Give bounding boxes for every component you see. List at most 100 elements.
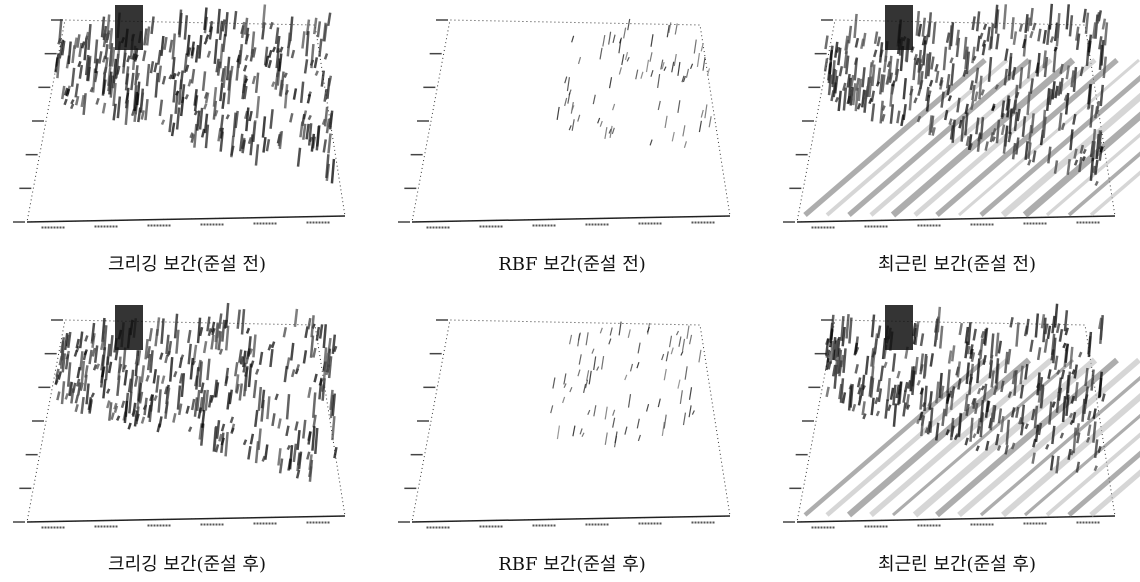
surface-spike bbox=[621, 54, 625, 66]
surface-spike bbox=[295, 469, 301, 479]
surface-spike bbox=[968, 143, 973, 151]
surface-spike bbox=[980, 89, 985, 96]
surface-spike bbox=[995, 433, 1000, 446]
surface-spike bbox=[675, 330, 680, 336]
surface-spike bbox=[123, 369, 128, 386]
surface-spike bbox=[318, 38, 323, 57]
surface-spike bbox=[846, 73, 851, 88]
surface-spike bbox=[1060, 122, 1066, 131]
surface-spike bbox=[1031, 22, 1037, 31]
surface-spike bbox=[217, 331, 222, 351]
surface-spike bbox=[891, 80, 896, 87]
surface-spike bbox=[78, 42, 83, 58]
surface-spike bbox=[846, 95, 851, 105]
surface-spike bbox=[682, 412, 687, 426]
surface-spike bbox=[876, 379, 881, 393]
surface-spike bbox=[1076, 432, 1081, 444]
surface-spike bbox=[979, 338, 984, 360]
surface-spike bbox=[128, 391, 133, 414]
surface-spike bbox=[127, 422, 132, 430]
surface-spike bbox=[926, 421, 932, 435]
surface-spike bbox=[54, 57, 59, 73]
surface-peak bbox=[115, 305, 143, 350]
surface-spike bbox=[286, 32, 292, 57]
surface-spike bbox=[107, 75, 112, 92]
surface-spike bbox=[612, 103, 616, 111]
surface-spike bbox=[211, 327, 216, 336]
surface-spike bbox=[1079, 66, 1084, 77]
surface-spike bbox=[604, 432, 608, 445]
surface-spike bbox=[568, 334, 573, 345]
surface-spike bbox=[247, 445, 252, 460]
surface-spike bbox=[1018, 417, 1023, 425]
surface-spike bbox=[1093, 465, 1098, 472]
surface-spike bbox=[190, 41, 196, 56]
surface-spike bbox=[923, 385, 928, 412]
surface-spike bbox=[886, 377, 891, 402]
surface-spike bbox=[833, 75, 839, 94]
surface-spike bbox=[609, 327, 613, 336]
surface-spike bbox=[1029, 7, 1034, 27]
surface-spike bbox=[1091, 165, 1097, 174]
surface-spike bbox=[995, 33, 1000, 50]
surface-stripe bbox=[957, 357, 1140, 518]
surface-spike bbox=[75, 378, 81, 387]
surface-spike bbox=[138, 391, 144, 404]
surface-spike bbox=[297, 451, 303, 470]
surface-spike bbox=[165, 334, 170, 355]
surface-spike bbox=[210, 334, 215, 350]
surface-spike bbox=[312, 414, 317, 428]
surface-spike bbox=[160, 375, 166, 384]
surface-spike bbox=[689, 63, 694, 70]
surface-spike bbox=[994, 84, 999, 90]
surface-spike bbox=[964, 393, 969, 412]
surface-spike bbox=[599, 327, 603, 334]
surface-spike bbox=[59, 340, 65, 354]
surface-spike bbox=[891, 353, 897, 372]
surface-spike bbox=[195, 389, 201, 412]
surface-spike bbox=[671, 131, 675, 142]
surface-spike bbox=[955, 37, 961, 58]
surface-spike bbox=[1075, 423, 1081, 436]
surface-spike bbox=[862, 413, 867, 420]
surface-spike bbox=[1036, 382, 1041, 389]
surface-spike bbox=[186, 47, 192, 57]
surface-spike bbox=[106, 400, 111, 409]
surface-spike bbox=[205, 34, 210, 41]
surface-spike bbox=[925, 94, 931, 112]
surface-spike bbox=[1013, 370, 1018, 396]
surface-spike bbox=[87, 23, 92, 51]
surface-spike bbox=[225, 56, 231, 81]
surface-spike bbox=[1087, 331, 1093, 358]
surface-spike bbox=[157, 389, 162, 413]
surface-spike bbox=[591, 348, 595, 354]
surface-spike bbox=[321, 378, 326, 401]
surface-spike bbox=[885, 76, 890, 85]
surface-spike bbox=[305, 123, 310, 140]
surface-spike bbox=[875, 81, 881, 87]
surface-spike bbox=[1067, 448, 1072, 460]
surface-spike bbox=[917, 23, 923, 37]
surface-spike bbox=[913, 53, 918, 61]
base-edge bbox=[796, 515, 1116, 523]
surface-spike bbox=[1051, 315, 1056, 334]
surface-spike bbox=[327, 75, 333, 87]
surface-spike bbox=[59, 349, 65, 369]
surface-spike bbox=[1101, 18, 1107, 30]
surface-spike bbox=[556, 425, 561, 440]
surface-spike bbox=[1073, 159, 1079, 166]
surface-spike bbox=[1085, 436, 1091, 443]
surface-spike bbox=[909, 366, 914, 392]
surface-spike bbox=[224, 431, 229, 457]
surface-spike bbox=[668, 335, 673, 348]
surface-spike bbox=[876, 325, 882, 339]
surface-spike bbox=[220, 437, 225, 446]
surface-stripe bbox=[825, 58, 1009, 217]
surface-spike bbox=[154, 72, 159, 98]
surface-spike bbox=[657, 398, 661, 408]
surface-base bbox=[26, 319, 346, 523]
surface-spike bbox=[1062, 342, 1067, 349]
surface-spike bbox=[264, 444, 269, 460]
surface-spike bbox=[84, 365, 89, 378]
surface-spike bbox=[950, 345, 956, 362]
